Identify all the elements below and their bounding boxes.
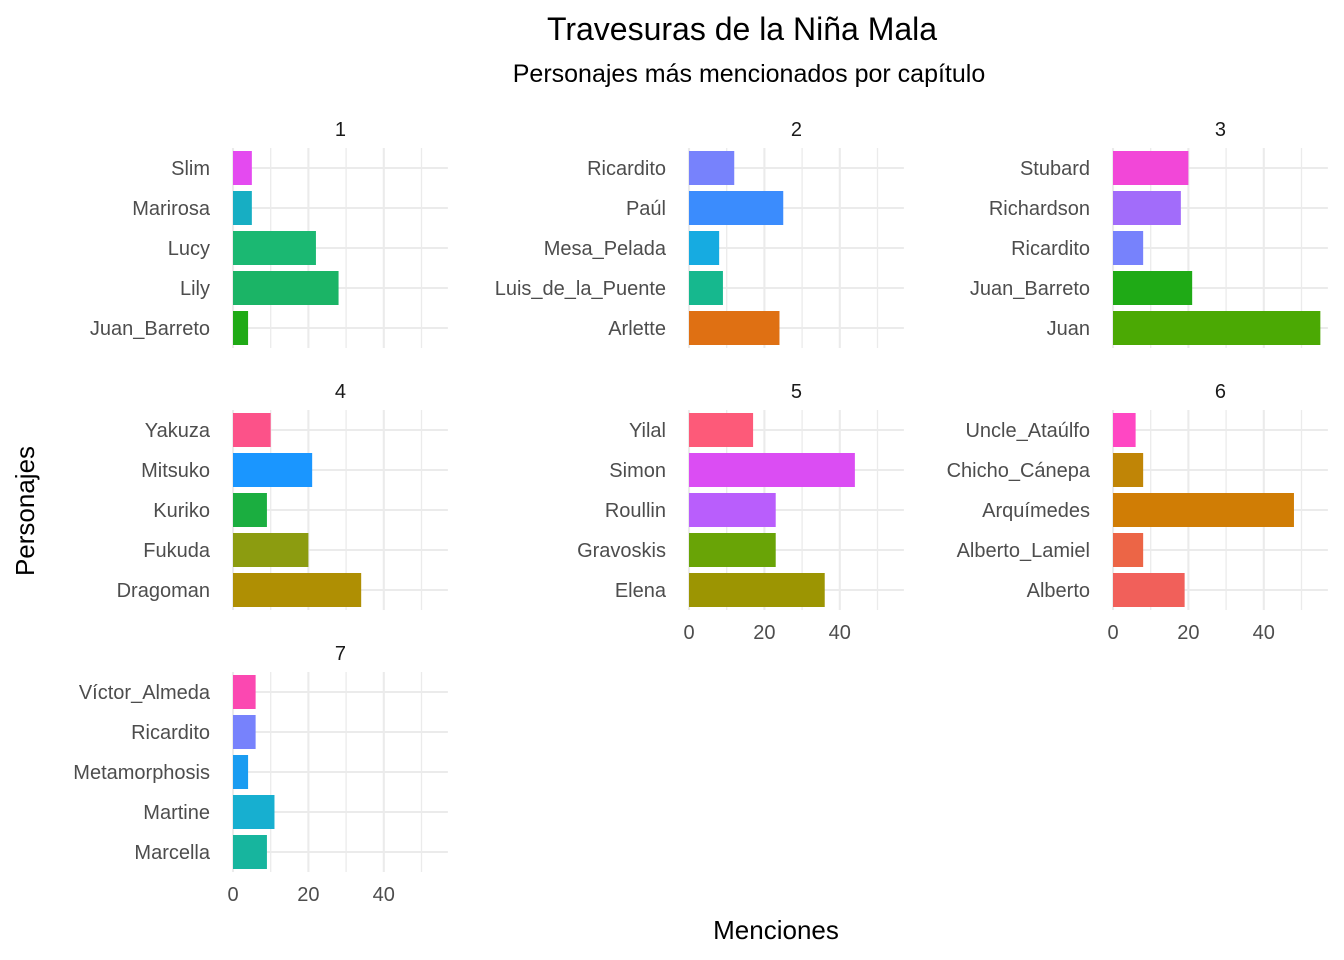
bar-Marcella: [233, 835, 267, 869]
bar-Metamorphosis: [233, 755, 249, 789]
category-label: Mesa_Pelada: [544, 238, 667, 260]
x-tick-label: 0: [1107, 622, 1118, 644]
bar-Arquímedes: [1113, 493, 1294, 527]
category-label: Marcella: [134, 842, 210, 864]
category-label: Alberto_Lamiel: [957, 540, 1090, 562]
bar-Paúl: [689, 191, 784, 225]
bar-Elena: [689, 573, 825, 607]
category-label: Lily: [180, 278, 210, 300]
category-label: Juan_Barreto: [970, 278, 1090, 300]
facet-panel-2: 2 Ricardito Paúl Mesa_Pelada Luis_de_la_Puen…: [495, 119, 904, 348]
x-axis-title: Menciones: [713, 915, 839, 945]
category-label: Juan_Barreto: [90, 318, 210, 340]
chart-subtitle: Personajes más mencionados por capítulo: [513, 60, 986, 88]
bar-Arlette: [689, 311, 780, 345]
category-label: Kuriko: [153, 500, 210, 522]
facet-panels: 1 Slim Marirosa Lucy Lily Juan_Barreto 2 Ricard…: [73, 119, 1328, 906]
x-tick-label: 0: [683, 622, 694, 644]
bar-Ricardito: [233, 715, 256, 749]
bar-Uncle_Ataúlfo: [1113, 413, 1136, 447]
bar-Dragoman: [233, 573, 362, 607]
category-label: Lucy: [168, 238, 210, 260]
facet-strip-label: 4: [335, 381, 346, 403]
bar-Martine: [233, 795, 275, 829]
bar-Ricardito: [689, 151, 735, 185]
category-label: Stubard: [1020, 158, 1090, 180]
category-label: Elena: [615, 580, 667, 602]
x-tick-label: 20: [297, 884, 319, 906]
bar-Yilal: [689, 413, 754, 447]
chart-title: Travesuras de la Niña Mala: [547, 11, 937, 47]
category-label: Slim: [171, 158, 210, 180]
bar-Lily: [233, 271, 339, 305]
bar-Roullin: [689, 493, 776, 527]
bar-Stubard: [1113, 151, 1189, 185]
x-tick-label: 40: [373, 884, 395, 906]
facet-panel-4: 4 Yakuza Mitsuko Kuriko Fukuda Dragoman: [117, 381, 448, 610]
bar-Mesa_Pelada: [689, 231, 720, 265]
x-tick-label: 0: [227, 884, 238, 906]
bar-Mitsuko: [233, 453, 313, 487]
bar-Alberto_Lamiel: [1113, 533, 1144, 567]
bar-Juan_Barreto: [1113, 271, 1193, 305]
x-tick-label: 40: [829, 622, 851, 644]
facet-strip-label: 2: [791, 119, 802, 141]
category-label: Roullin: [605, 500, 666, 522]
x-tick-label: 20: [1177, 622, 1199, 644]
facet-panel-1: 1 Slim Marirosa Lucy Lily Juan_Barreto: [90, 119, 448, 348]
category-label: Arquímedes: [982, 500, 1090, 522]
facet-strip-label: 6: [1215, 381, 1226, 403]
facet-panel-5: 5 Yilal Simon Roullin Gravoskis Elena 0 20 40: [577, 381, 904, 644]
x-tick-label: 40: [1253, 622, 1275, 644]
category-label: Metamorphosis: [73, 762, 210, 784]
category-label: Yakuza: [145, 420, 211, 442]
category-label: Ricardito: [1011, 238, 1090, 260]
category-label: Marirosa: [132, 198, 211, 220]
bar-Kuriko: [233, 493, 267, 527]
bar-Slim: [233, 151, 252, 185]
category-label: Alberto: [1027, 580, 1090, 602]
category-label: Víctor_Almeda: [79, 682, 211, 704]
category-label: Uncle_Ataúlfo: [965, 420, 1090, 442]
bar-Juan_Barreto: [233, 311, 249, 345]
bar-Juan: [1113, 311, 1321, 345]
category-label: Gravoskis: [577, 540, 666, 562]
category-label: Chicho_Cánepa: [947, 460, 1091, 482]
bar-Ricardito: [1113, 231, 1144, 265]
category-label: Juan: [1047, 318, 1090, 340]
facet-strip-label: 1: [335, 119, 346, 141]
category-label: Simon: [609, 460, 666, 482]
bar-Lucy: [233, 231, 316, 265]
category-label: Richardson: [989, 198, 1090, 220]
bar-Alberto: [1113, 573, 1185, 607]
bar-Yakuza: [233, 413, 271, 447]
category-label: Arlette: [608, 318, 666, 340]
facet-strip-label: 5: [791, 381, 802, 403]
facet-panel-6: 6 Uncle_Ataúlfo Chicho_Cánepa Arquímedes Alb…: [947, 381, 1328, 644]
bar-Richardson: [1113, 191, 1181, 225]
category-label: Fukuda: [143, 540, 211, 562]
category-label: Ricardito: [587, 158, 666, 180]
bar-Luis_de_la_Puente: [689, 271, 723, 305]
category-label: Yilal: [629, 420, 666, 442]
bar-Gravoskis: [689, 533, 776, 567]
category-label: Luis_de_la_Puente: [495, 278, 666, 300]
category-label: Mitsuko: [141, 460, 210, 482]
facet-panel-3: 3 Stubard Richardson Ricardito Juan_Barreto J…: [970, 119, 1328, 348]
bar-Simon: [689, 453, 855, 487]
facet-strip-label: 7: [335, 643, 346, 665]
y-axis-title: Personajes: [10, 446, 40, 576]
bar-Marirosa: [233, 191, 252, 225]
bar-Víctor_Almeda: [233, 675, 256, 709]
x-tick-label: 20: [753, 622, 775, 644]
bar-Chicho_Cánepa: [1113, 453, 1144, 487]
bar-Fukuda: [233, 533, 309, 567]
category-label: Dragoman: [117, 580, 210, 602]
category-label: Paúl: [626, 198, 666, 220]
category-label: Martine: [143, 802, 210, 824]
facet-panel-7: 7 Víctor_Almeda Ricardito Metamorphosis Mart…: [73, 643, 448, 906]
category-label: Ricardito: [131, 722, 210, 744]
facet-strip-label: 3: [1215, 119, 1226, 141]
